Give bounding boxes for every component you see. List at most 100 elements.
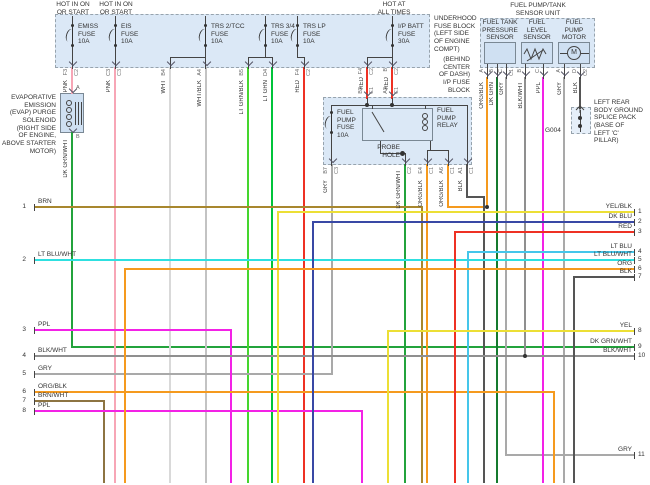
motor-m-label: M: [571, 49, 577, 56]
left-5-num: 5: [22, 370, 26, 377]
pin-sens-b2: B: [517, 69, 523, 73]
wire-brnwht-7-seg-1: [103, 400, 105, 483]
right-2-num: 2: [638, 218, 642, 225]
wire-red-3-seg-0: [454, 231, 635, 233]
ip-block-label: (BEHIND CENTER OF DASH) I/P FUSE BLOCK: [438, 56, 470, 94]
int-relay-out1-seg-0: [379, 140, 381, 154]
right-9-label: DK GRN/WHT: [590, 338, 632, 345]
int-core-2-seg-0: [77, 101, 79, 125]
fuel-tank-pressure-label: FUEL TANK PRESSURE SENSOR: [482, 19, 518, 42]
int-fpfuse-out-seg-0: [330, 130, 332, 166]
solenoid-coil-1: [66, 100, 72, 106]
wire-orgblk-sensor-a-seg-0: [486, 77, 488, 208]
solenoid-coil-3: [66, 114, 72, 120]
trslp-fuse-top: [295, 23, 299, 27]
left-7-num: 7: [22, 397, 26, 404]
fuel-pump-relay-label: FUEL PUMP RELAY: [437, 107, 458, 130]
wire-brn-1-seg-1: [421, 206, 423, 483]
fuel-pump-fuse-label: FUEL PUMP FUSE 10A: [337, 109, 356, 139]
int-relay-top2-seg-0: [424, 104, 426, 109]
int-sens-2-seg-0: [496, 63, 498, 79]
wire-yel-8-seg-0: [387, 330, 635, 332]
int-sens-4-seg-0: [524, 63, 526, 79]
edge-tick-14: [634, 273, 635, 281]
wire-org-6-seg-1: [124, 268, 126, 483]
ipbatt-fuse-label: I/P BATT FUSE 30A: [398, 23, 424, 46]
int-blk-bus-seg-0: [466, 104, 468, 166]
trs2tcc-fuse-bottom: [203, 43, 207, 47]
pin-a2: A2: [383, 87, 389, 94]
wirename-ppl-sensor: PPL: [536, 82, 542, 94]
wirename-whtblk: WHT/BLK: [197, 80, 203, 107]
pin-sens-a1: A: [479, 69, 485, 73]
wire-ppl-3-seg-0: [34, 329, 232, 331]
wire-brn-1-seg-0: [34, 206, 423, 208]
edge-tick-0: [34, 203, 35, 211]
int-ip-bus-seg-0: [330, 104, 468, 106]
pin-f4-trslp: F4: [295, 69, 301, 76]
int-motor-r-seg-0: [580, 52, 589, 54]
fuel-pump-fuse-top: [329, 110, 333, 114]
wirename-blk-a1: BLK: [458, 180, 464, 192]
int-relay-out1-seg-1: [379, 152, 406, 154]
wire-blk-pump-d-seg-0: [579, 77, 581, 109]
left-6-num: 6: [22, 388, 26, 395]
int-branch-red-seg-1: [366, 56, 368, 69]
right-5-num: 5: [638, 256, 642, 263]
wire-dkgrnwht-evap-seg-1: [71, 346, 635, 348]
conn-c2-ip2: C2: [394, 68, 400, 76]
solenoid-coil-2: [66, 107, 72, 113]
wirename-wht: WHT: [161, 80, 167, 94]
wire-dkblu-2-seg-0: [312, 221, 635, 223]
wirename-red-trslp: RED: [295, 80, 301, 93]
relay-coil-1: [422, 113, 428, 119]
right-8-label: YEL: [619, 322, 632, 329]
wire-blk-a1-seg-1: [466, 196, 485, 198]
pin-b4: B4: [161, 69, 167, 76]
conn-c3-b7: C3: [334, 167, 340, 175]
wirename-orgblk-a6: ORG/BLK: [439, 180, 445, 207]
wire-orgblk-6-seg-0: [34, 391, 555, 393]
wirename-pnk-2: PNK: [106, 80, 112, 93]
left-2-num: 2: [22, 256, 26, 263]
wirename-dkgrnwht-evap: DK GRN/WHT: [63, 139, 69, 178]
trslp-fuse-bottom: [295, 43, 299, 47]
wire-wht-seg-0: [169, 67, 171, 483]
underhood-fuse-block: [55, 14, 430, 68]
junction-dot-1: [390, 103, 394, 107]
wire-brnwht-7-seg-0: [34, 400, 105, 402]
right-11-label: GRY: [618, 446, 632, 453]
fuel-pump-motor-label: FUEL PUMP MOTOR: [561, 19, 587, 42]
evap-solenoid-box: [60, 93, 84, 133]
wirename-orgblk-sensor: ORG/BLK: [479, 82, 485, 109]
wirename-blk-pump: BLK: [573, 82, 579, 94]
left-3-num: 3: [22, 326, 26, 333]
int-out-trs34-seg-0: [264, 44, 266, 58]
wire-dkgrnwht-relay-seg-0: [404, 164, 406, 483]
wire-dkgrnwht-evap-seg-0: [71, 132, 73, 348]
wire-whtblk-seg-0: [205, 67, 207, 483]
ipbatt-fuse-line: [391, 25, 393, 45]
junction-dot-4: [578, 116, 582, 120]
edge-tick-18: [634, 451, 635, 459]
left-8-label: PPL: [38, 402, 51, 409]
wirename-dkgrnwht-relay: DK GRN/WHT: [396, 170, 402, 209]
left-1-num: 1: [22, 203, 26, 210]
int-splice-seg-0: [579, 109, 581, 132]
junction-dot-2: [485, 205, 489, 209]
pin-f3: F3: [63, 69, 69, 76]
pin-sens-c1: C: [498, 69, 504, 73]
int-relay-top1-seg-0: [371, 104, 373, 109]
edge-tick-9: [634, 218, 635, 226]
wire-orgblk-6-seg-1: [553, 391, 555, 483]
right-3-label: RED: [618, 223, 632, 230]
int-feed-5-seg-0: [296, 15, 298, 26]
trs34-fuse-bottom: [263, 43, 267, 47]
hot-label-2: HOT IN ON OR START: [99, 1, 133, 16]
wire-yelblk-1-seg-0: [277, 211, 635, 213]
int-feed-4-seg-0: [264, 15, 266, 26]
pin-sens-d: D: [572, 69, 578, 73]
wire-yelblk-1-seg-1: [277, 211, 279, 483]
left-1-label: BRN: [38, 198, 52, 205]
wirename-dkgrn-sensor: DK GRN: [489, 82, 495, 106]
